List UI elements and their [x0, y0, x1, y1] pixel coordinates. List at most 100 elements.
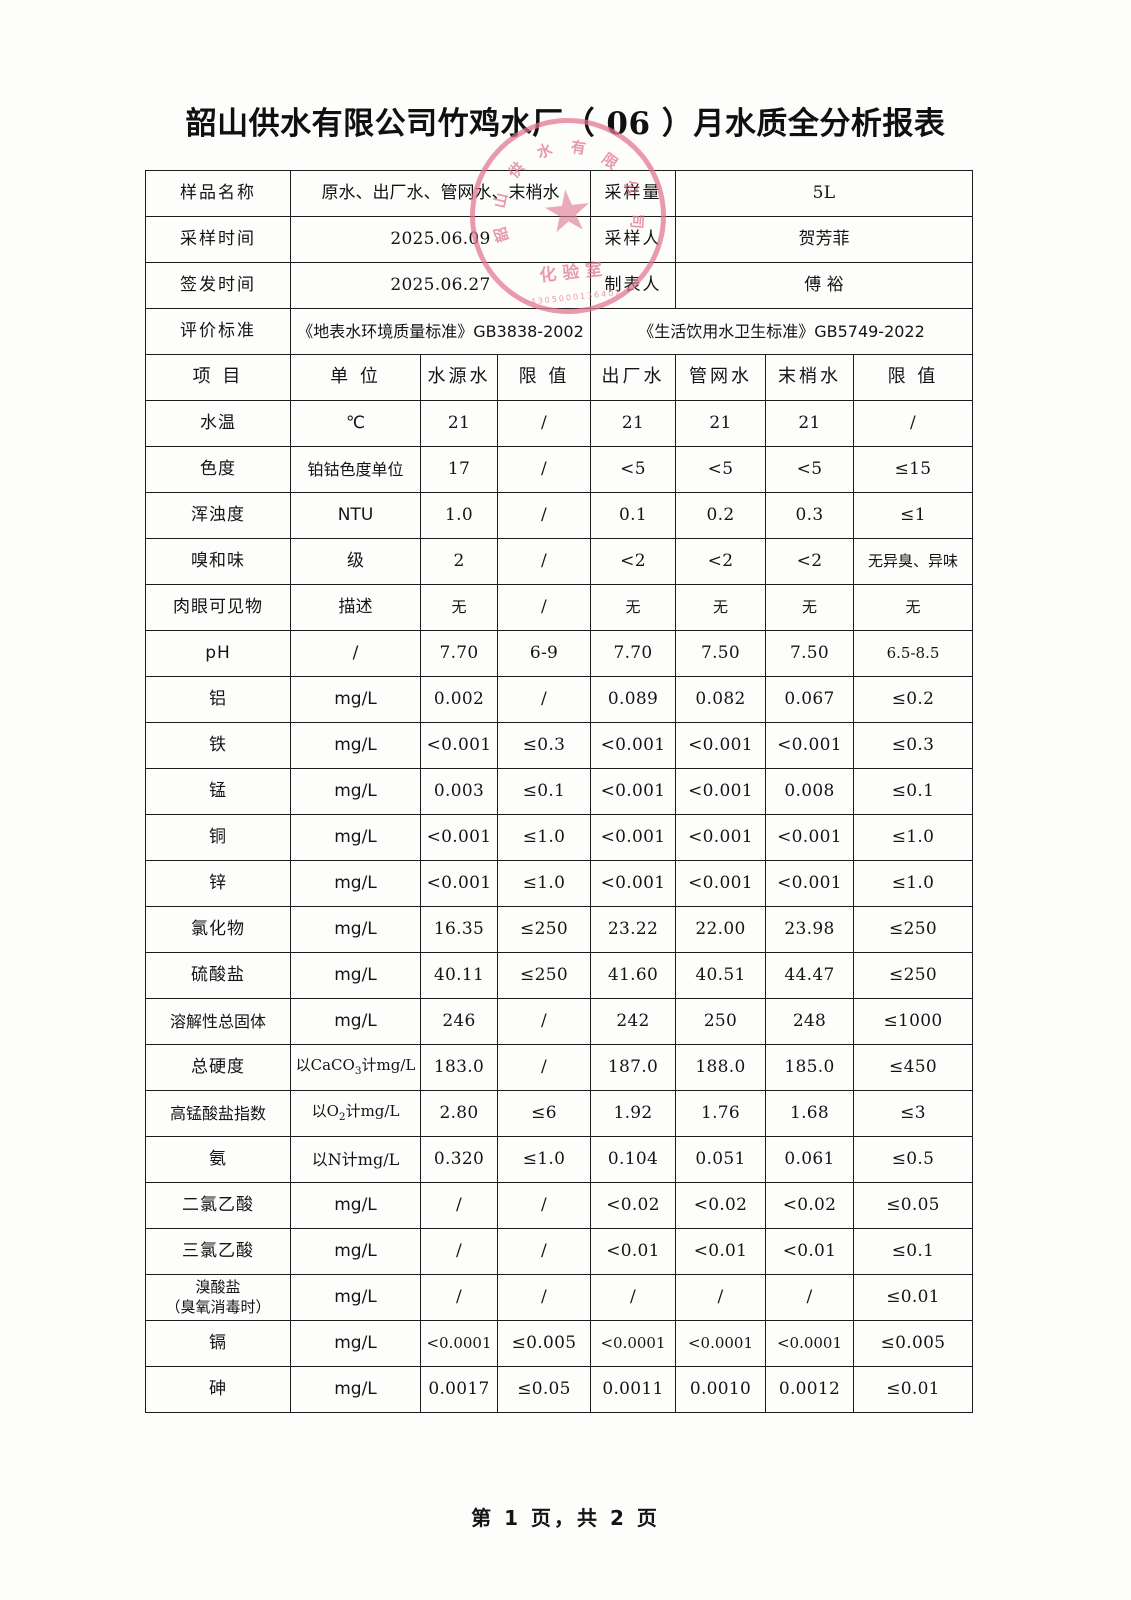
cell-item: 铜	[145, 814, 291, 861]
cell-item: 二氯乙酸	[145, 1182, 291, 1229]
cell-network-water: 188.0	[675, 1044, 766, 1091]
cell-source-water: <0.0001	[420, 1320, 498, 1367]
cell-source-water: 21	[420, 400, 498, 447]
sample-time-label: 采样时间	[145, 216, 291, 263]
cell-limit-drinking: ≤0.005	[852, 1320, 974, 1367]
cell-tap-water: 0.0012	[765, 1366, 854, 1413]
table-row: 铝 mg/L 0.002/0.089 0.082 0.067 ≤0.2	[145, 676, 974, 723]
table-row: 肉眼可见物 描述无 / 无无无无	[145, 584, 974, 631]
cell-source-water: 40.11	[420, 952, 498, 999]
cell-unit: 以N计mg/L	[290, 1136, 421, 1183]
cell-source-water: 0.0017	[420, 1366, 498, 1413]
cell-item: 氯化物	[145, 906, 291, 953]
cell-item: 水温	[145, 400, 291, 447]
cell-unit: mg/L	[290, 1366, 421, 1413]
cell-source-water: 0.003	[420, 768, 498, 815]
page-footer: 第 1 页，共 2 页	[471, 1506, 660, 1530]
column-header-limit-drinking: 限 值	[852, 354, 974, 401]
cell-plant-water: 21	[590, 400, 676, 447]
table-row: 三氯乙酸 mg/L / / <0.01 <0.01 <0.01 ≤0.1	[145, 1228, 974, 1275]
cell-limit-drinking: 无	[852, 584, 974, 631]
info-row-standards: 评价标准 《地表水环境质量标准》GB3838-2002 《生活饮用水卫生标准》G…	[145, 308, 974, 355]
cell-item: 嗅和味	[145, 538, 291, 585]
cell-item: 铁	[145, 722, 291, 769]
cell-item: 三氯乙酸	[145, 1228, 291, 1275]
table-row: 铜 mg/L <0.001 ≤1.0 <0.001 <0.001 <0.001 ≤1.0	[145, 814, 974, 861]
cell-limit-drinking: ≤0.05	[852, 1182, 974, 1229]
cell-item: 锰	[145, 768, 291, 815]
cell-limit-drinking: ≤1	[852, 492, 974, 539]
cell-limit-surface: ≤0.05	[497, 1366, 591, 1413]
cell-source-water: <0.001	[420, 722, 498, 769]
cell-tap-water: <0.001	[765, 722, 854, 769]
standard-surface-water: 《地表水环境质量标准》GB3838-2002	[290, 308, 591, 355]
cell-limit-surface: /	[497, 1044, 591, 1091]
info-row-sample-name: 样品名称 原水、出厂水、管网水、末梢水 采样量 5L	[145, 170, 974, 217]
issue-time-label: 签发时间	[145, 262, 291, 309]
cell-network-water: 0.0010	[675, 1366, 766, 1413]
cell-item: 锌	[145, 860, 291, 907]
cell-tap-water: /	[765, 1274, 854, 1321]
cell-limit-drinking: ≤1000	[852, 998, 974, 1045]
cell-tap-water: <0.02	[765, 1182, 854, 1229]
cell-network-water: 250	[675, 998, 766, 1045]
cell-limit-drinking: /	[852, 400, 974, 447]
cell-limit-surface: ≤250	[497, 906, 591, 953]
cell-limit-drinking: ≤0.01	[852, 1274, 974, 1321]
cell-unit: mg/L	[290, 906, 421, 953]
cell-tap-water: 0.3	[765, 492, 854, 539]
cell-limit-surface: /	[497, 538, 591, 585]
cell-limit-drinking: ≤250	[852, 952, 974, 999]
cell-limit-drinking: ≤250	[852, 906, 974, 953]
cell-item: 铝	[145, 676, 291, 723]
cell-plant-water: /	[590, 1274, 676, 1321]
column-header-tap-water: 末梢水	[765, 354, 854, 401]
table-row: 水温 ℃ 21/21 21 21/	[145, 400, 974, 447]
cell-network-water: <0.01	[675, 1228, 766, 1275]
cell-limit-surface: ≤0.1	[497, 768, 591, 815]
cell-plant-water: 242	[590, 998, 676, 1045]
table-row: pH/7.70 6-9 7.70 7.50 7.50 6.5-8.5	[145, 630, 974, 677]
cell-limit-drinking: ≤0.01	[852, 1366, 974, 1413]
cell-source-water: 183.0	[420, 1044, 498, 1091]
cell-network-water: 22.00	[675, 906, 766, 953]
cell-limit-surface: ≤0.3	[497, 722, 591, 769]
sample-name-label: 样品名称	[145, 170, 291, 217]
cell-limit-drinking: ≤0.2	[852, 676, 974, 723]
cell-unit: ℃	[290, 400, 421, 447]
cell-plant-water: <0.001	[590, 860, 676, 907]
column-header-network-water: 管网水	[675, 354, 766, 401]
cell-tap-water: 7.50	[765, 630, 854, 677]
cell-tap-water: 1.68	[765, 1090, 854, 1137]
cell-plant-water: 23.22	[590, 906, 676, 953]
cell-plant-water: 7.70	[590, 630, 676, 677]
cell-network-water: /	[675, 1274, 766, 1321]
preparer-value: 傅 裕	[674, 262, 974, 309]
cell-limit-surface: ≤1.0	[497, 1136, 591, 1183]
cell-plant-water: 0.089	[590, 676, 676, 723]
cell-limit-drinking: ≤0.3	[852, 722, 974, 769]
cell-tap-water: <2	[765, 538, 854, 585]
cell-limit-drinking: ≤3	[852, 1090, 974, 1137]
issue-time-value: 2025.06.27	[290, 262, 591, 309]
cell-plant-water: <0.0001	[590, 1320, 676, 1367]
cell-limit-surface: /	[497, 676, 591, 723]
cell-source-water: /	[420, 1182, 498, 1229]
cell-network-water: 40.51	[675, 952, 766, 999]
table-row: 氯化物 mg/L 16.35 ≤250 23.22 22.00 23.98 ≤250	[145, 906, 974, 953]
cell-source-water: 2.80	[420, 1090, 498, 1137]
cell-network-water: 21	[675, 400, 766, 447]
cell-unit: mg/L	[290, 860, 421, 907]
cell-plant-water: <0.001	[590, 722, 676, 769]
cell-tap-water: 44.47	[765, 952, 854, 999]
cell-network-water: <5	[675, 446, 766, 493]
cell-network-water: <0.001	[675, 722, 766, 769]
info-row-issue-time: 签发时间 2025.06.27 制表人 傅 裕	[145, 262, 974, 309]
cell-unit: mg/L	[290, 1228, 421, 1275]
cell-network-water: 无	[675, 584, 766, 631]
cell-unit: mg/L	[290, 676, 421, 723]
cell-tap-water: 无	[765, 584, 854, 631]
table-row: 锰 mg/L 0.003 ≤0.1 <0.001 <0.001 0.008 ≤0.1	[145, 768, 974, 815]
cell-limit-surface: ≤1.0	[497, 814, 591, 861]
cell-limit-surface: /	[497, 492, 591, 539]
